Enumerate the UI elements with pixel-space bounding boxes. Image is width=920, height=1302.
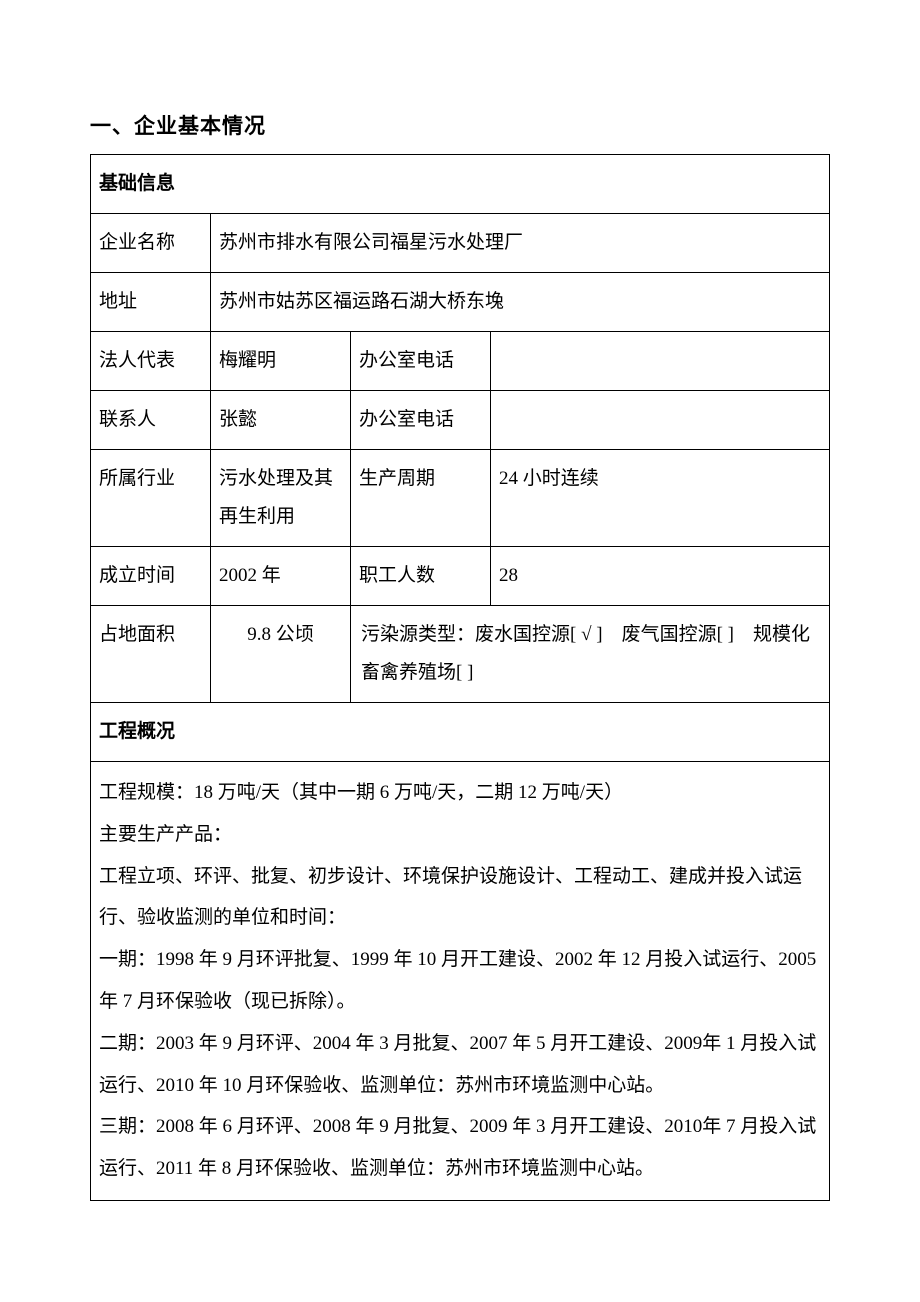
label-area: 占地面积: [91, 606, 211, 703]
value-production-cycle: 24 小时连续: [491, 450, 830, 547]
overview-header: 工程概况: [91, 703, 830, 762]
value-established: 2002 年: [211, 547, 351, 606]
value-contact: 张懿: [211, 391, 351, 450]
value-industry: 污水处理及其再生利用: [211, 450, 351, 547]
value-pollution-type: 污染源类型：废水国控源[ √ ] 废气国控源[ ] 规模化畜禽养殖场[ ]: [351, 606, 830, 703]
label-production-cycle: 生产周期: [351, 450, 491, 547]
value-employees: 28: [491, 547, 830, 606]
label-office-phone-1: 办公室电话: [351, 332, 491, 391]
label-industry: 所属行业: [91, 450, 211, 547]
label-employees: 职工人数: [351, 547, 491, 606]
table-row: 成立时间 2002 年 职工人数 28: [91, 547, 830, 606]
value-legal-rep: 梅耀明: [211, 332, 351, 391]
overview-text: 工程规模：18 万吨/天（其中一期 6 万吨/天，二期 12 万吨/天）主要生产…: [91, 762, 830, 1201]
table-row: 占地面积 9.8 公顷 污染源类型：废水国控源[ √ ] 废气国控源[ ] 规模…: [91, 606, 830, 703]
value-office-phone-2: [491, 391, 830, 450]
table-row: 地址 苏州市姑苏区福运路石湖大桥东堍: [91, 273, 830, 332]
label-address: 地址: [91, 273, 211, 332]
value-company-name: 苏州市排水有限公司福星污水处理厂: [211, 214, 830, 273]
basic-info-header: 基础信息: [91, 155, 830, 214]
table-row: 工程概况: [91, 703, 830, 762]
document-page: 一、企业基本情况 基础信息 企业名称 苏州市排水有限公司福星污水处理厂 地址 苏…: [0, 0, 920, 1302]
label-office-phone-2: 办公室电话: [351, 391, 491, 450]
value-office-phone-1: [491, 332, 830, 391]
table-row: 所属行业 污水处理及其再生利用 生产周期 24 小时连续: [91, 450, 830, 547]
table-row: 联系人 张懿 办公室电话: [91, 391, 830, 450]
table-row: 法人代表 梅耀明 办公室电话: [91, 332, 830, 391]
table-row: 基础信息: [91, 155, 830, 214]
table-row: 工程规模：18 万吨/天（其中一期 6 万吨/天，二期 12 万吨/天）主要生产…: [91, 762, 830, 1201]
label-company-name: 企业名称: [91, 214, 211, 273]
table-row: 企业名称 苏州市排水有限公司福星污水处理厂: [91, 214, 830, 273]
section-heading: 一、企业基本情况: [90, 110, 830, 140]
label-contact: 联系人: [91, 391, 211, 450]
label-established: 成立时间: [91, 547, 211, 606]
value-area: 9.8 公顷: [211, 606, 351, 703]
info-table: 基础信息 企业名称 苏州市排水有限公司福星污水处理厂 地址 苏州市姑苏区福运路石…: [90, 154, 830, 1201]
value-address: 苏州市姑苏区福运路石湖大桥东堍: [211, 273, 830, 332]
label-legal-rep: 法人代表: [91, 332, 211, 391]
